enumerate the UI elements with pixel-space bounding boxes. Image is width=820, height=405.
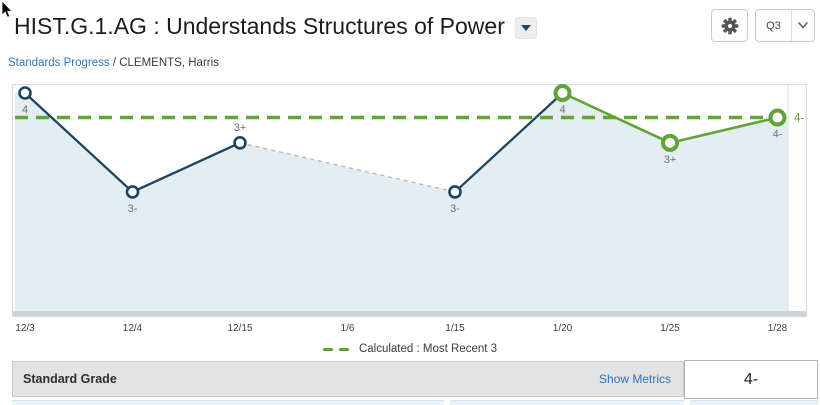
standard-grade-value[interactable]: 4- <box>684 360 818 399</box>
chart-legend[interactable]: Calculated : Most Recent 3 <box>0 343 820 355</box>
svg-text:3+: 3+ <box>664 154 677 166</box>
quarter-label: Q3 <box>766 19 781 32</box>
svg-text:3-: 3- <box>128 203 138 215</box>
legend-dash-icon <box>322 347 333 351</box>
svg-text:4: 4 <box>22 104 28 116</box>
breadcrumb-link-standards-progress[interactable]: Standards Progress <box>8 57 110 69</box>
svg-text:4: 4 <box>559 104 565 116</box>
caret-down-icon <box>521 25 531 31</box>
next-table-row-partial <box>12 400 818 405</box>
svg-text:3-: 3- <box>450 203 460 215</box>
gear-icon <box>721 17 738 34</box>
row-cell-gap <box>684 400 690 405</box>
svg-text:12/15: 12/15 <box>227 323 252 334</box>
legend-dash-icon <box>338 347 349 351</box>
svg-text:1/6: 1/6 <box>341 323 355 334</box>
svg-text:1/15: 1/15 <box>445 323 465 334</box>
mouse-cursor-icon <box>1 1 13 18</box>
svg-text:1/25: 1/25 <box>660 323 680 334</box>
svg-text:1/28: 1/28 <box>768 323 788 334</box>
svg-text:12/4: 12/4 <box>123 323 143 334</box>
button-divider <box>791 10 792 41</box>
chevron-down-icon <box>792 22 814 29</box>
breadcrumb-separator: / <box>109 57 120 69</box>
title-dropdown-button[interactable] <box>515 17 537 39</box>
show-metrics-link[interactable]: Show Metrics <box>598 372 671 386</box>
standard-grade-label: Standard Grade <box>23 372 117 386</box>
svg-text:4-: 4- <box>794 113 804 125</box>
progress-chart[interactable]: 4- 4 3- 3+ 3- 4 3+ 4- 12/3 12/4 12/15 1/6 1/15 1/20 1/… <box>12 84 807 334</box>
svg-text:3+: 3+ <box>234 122 247 134</box>
breadcrumb-current-student: CLEMENTS, Harris <box>119 57 219 69</box>
svg-text:4-: 4- <box>773 129 783 141</box>
breadcrumb: Standards Progress / CLEMENTS, Harris <box>8 57 219 69</box>
standard-grade-bar: Standard Grade Show Metrics <box>12 361 684 397</box>
quarter-select-button[interactable]: Q3 <box>755 9 815 42</box>
page-title: HIST.G.1.AG : Understands Structures of … <box>14 13 505 39</box>
svg-text:1/20: 1/20 <box>553 323 573 334</box>
row-cell-gap <box>444 400 450 405</box>
legend-label: Calculated : Most Recent 3 <box>358 343 498 355</box>
svg-text:12/3: 12/3 <box>15 323 35 334</box>
settings-button[interactable] <box>711 9 748 42</box>
